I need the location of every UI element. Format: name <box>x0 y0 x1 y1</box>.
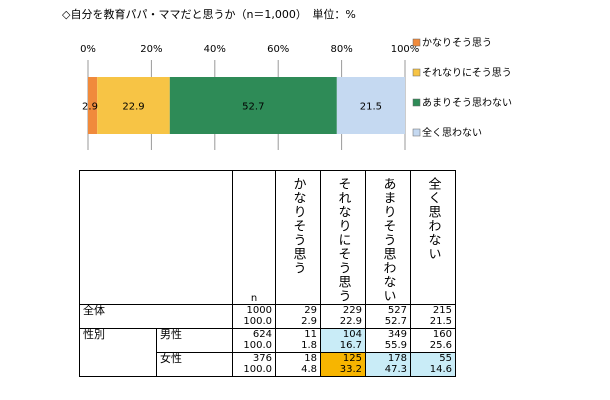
value-cell: 349 55.9 <box>365 328 411 353</box>
bar-segments <box>88 77 405 134</box>
value-cell-highlight: 55 14.6 <box>410 352 456 377</box>
bar-segment <box>169 77 337 134</box>
value-cell-highlight: 125 33.2 <box>320 352 366 377</box>
column-header: あまりそう思わない <box>365 170 411 305</box>
bar-segment <box>88 77 98 134</box>
table-row: 女性 376 100.0 18 4.8 125 33.2 178 47.3 55 14.6 <box>79 352 456 377</box>
table-header-row: n かなりそう思う それなりにそう思う あまりそう思わない 全く思わない <box>79 170 456 305</box>
x-tick-label: 60% <box>267 44 289 55</box>
n-cell: 376 100.0 <box>232 352 276 377</box>
row-group-label <box>79 352 157 377</box>
result-table: n かなりそう思う それなりにそう思う あまりそう思わない 全く思わない 全体 … <box>79 170 456 377</box>
n-cell: 624 100.0 <box>232 328 276 353</box>
stacked-bar-chart: 0% 20% 40% 60% 80% 100% 2.9 22.9 52.7 21.5 かなりそう… <box>80 37 512 150</box>
header-corner <box>79 170 233 305</box>
x-tick-label: 40% <box>204 44 226 55</box>
column-header: 全く思わない <box>410 170 456 305</box>
bar-segment <box>336 77 405 134</box>
legend-swatch <box>412 68 421 77</box>
table-row: 性別 男性 624 100.0 11 1.8 104 16.7 349 55.9 160… <box>79 328 456 353</box>
value-cell: 29 2.9 <box>275 304 321 329</box>
data-labels: 2.9 22.9 52.7 21.5 <box>82 102 382 113</box>
chart-title: ◇自分を教育パパ・ママだと思うか（n＝1,000） 単位：% <box>62 8 356 21</box>
legend-label: あまりそう思わない <box>422 97 512 109</box>
data-label: 21.5 <box>360 102 382 113</box>
row-label: 女性 <box>156 352 233 377</box>
row-group-label: 性別 <box>79 328 157 353</box>
row-group-label: 全体 <box>79 304 233 329</box>
legend-label: それなりにそう思う <box>422 67 512 79</box>
value-cell-highlight: 104 16.7 <box>320 328 366 353</box>
value-cell: 18 4.8 <box>275 352 321 377</box>
x-tick-labels: 0% 20% 40% 60% 80% 100% <box>80 44 419 55</box>
legend-swatch <box>412 98 421 107</box>
data-label: 52.7 <box>242 102 264 113</box>
value-cell: 160 25.6 <box>410 328 456 353</box>
column-header: それなりにそう思う <box>320 170 366 305</box>
x-tick-label: 100% <box>391 44 420 55</box>
table-row: 全体 1000 100.0 29 2.9 229 22.9 527 52.7 215 21… <box>79 304 456 329</box>
row-label: 男性 <box>156 328 233 353</box>
x-tick-label: 80% <box>330 44 352 55</box>
x-tick-label: 0% <box>80 44 96 55</box>
bar-segment <box>97 77 170 134</box>
data-label: 2.9 <box>82 102 98 113</box>
n-header: n <box>232 170 276 305</box>
data-label: 22.9 <box>122 102 144 113</box>
value-cell: 215 21.5 <box>410 304 456 329</box>
legend-swatch <box>412 38 421 47</box>
n-cell: 1000 100.0 <box>232 304 276 329</box>
legend-label: かなりそう思う <box>422 37 492 49</box>
value-cell: 527 52.7 <box>365 304 411 329</box>
legend-label: 全く思わない <box>422 126 482 139</box>
x-tick-label: 20% <box>140 44 162 55</box>
value-cell: 229 22.9 <box>320 304 366 329</box>
value-cell-highlight: 178 47.3 <box>365 352 411 377</box>
legend-swatch <box>412 128 421 137</box>
column-header: かなりそう思う <box>275 170 321 305</box>
value-cell: 11 1.8 <box>275 328 321 353</box>
